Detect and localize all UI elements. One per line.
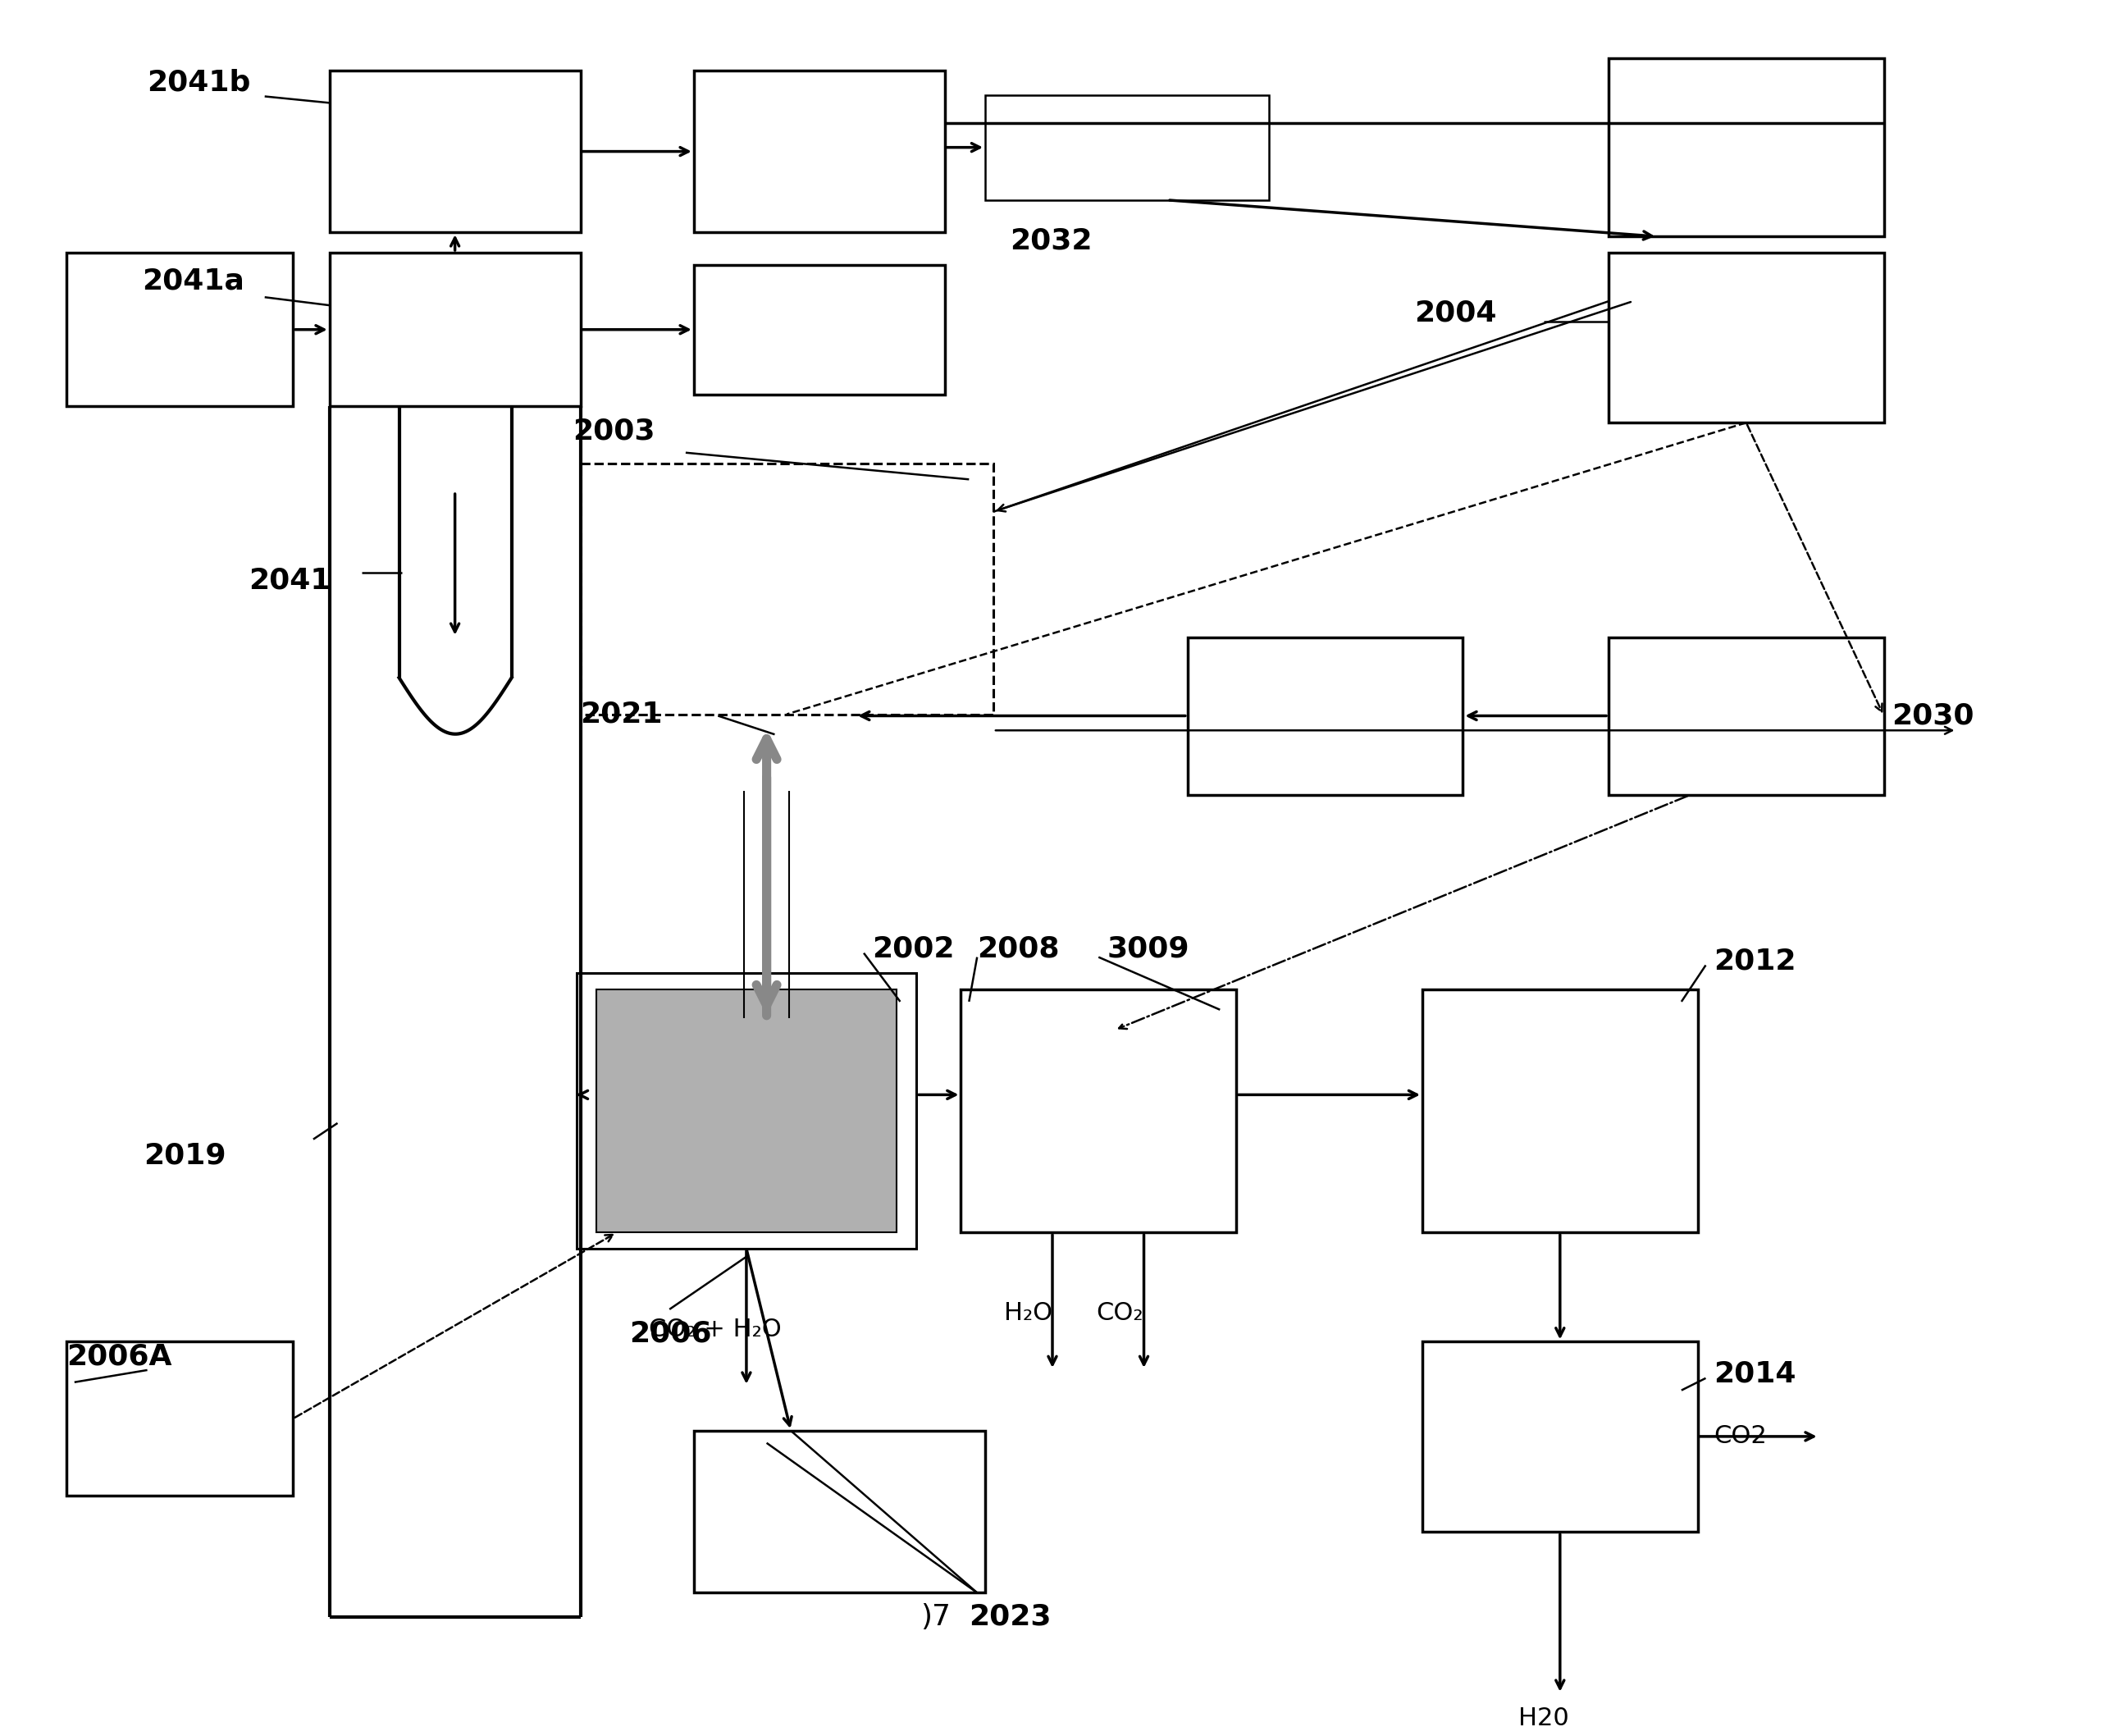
Bar	[1610, 253, 1883, 422]
Text: 2032: 2032	[1010, 227, 1092, 255]
Bar	[1422, 990, 1698, 1233]
Text: )7: )7	[919, 1602, 951, 1630]
Text: 2041: 2041	[248, 566, 330, 594]
Bar	[1187, 637, 1462, 795]
Bar	[1422, 1342, 1698, 1531]
Text: 2006: 2006	[629, 1319, 711, 1347]
Text: 2008: 2008	[976, 936, 1060, 963]
Bar	[330, 71, 581, 233]
Text: 2003: 2003	[572, 417, 654, 444]
Text: 2002: 2002	[871, 936, 955, 963]
Text: 2023: 2023	[970, 1602, 1052, 1630]
Text: 2006A: 2006A	[67, 1342, 173, 1370]
Bar	[1610, 637, 1883, 795]
Bar	[576, 974, 917, 1248]
Text: 2004: 2004	[1414, 299, 1496, 328]
Text: 2019: 2019	[143, 1142, 225, 1170]
Text: H₂O: H₂O	[1004, 1302, 1052, 1325]
Text: H20: H20	[1519, 1706, 1570, 1731]
Bar	[962, 990, 1237, 1233]
Text: 2021: 2021	[581, 700, 663, 727]
Bar	[1610, 59, 1883, 236]
Text: 2041b: 2041b	[147, 69, 250, 97]
Text: 2030: 2030	[1891, 701, 1974, 729]
Bar	[694, 1430, 985, 1592]
Bar	[598, 990, 896, 1233]
Text: CO₂ + H₂O: CO₂ + H₂O	[650, 1318, 783, 1342]
Text: CO₂: CO₂	[1096, 1302, 1142, 1325]
Text: CO2: CO2	[1715, 1425, 1767, 1448]
Bar	[985, 95, 1269, 200]
Text: 2014: 2014	[1715, 1359, 1797, 1389]
Bar	[330, 253, 581, 406]
Text: 3009: 3009	[1107, 936, 1189, 963]
Text: 2012: 2012	[1715, 948, 1797, 976]
Bar	[694, 71, 945, 233]
Bar	[694, 266, 945, 394]
Bar	[67, 253, 292, 406]
Text: 2041a: 2041a	[141, 267, 244, 295]
Bar	[67, 1342, 292, 1495]
Bar	[581, 464, 993, 713]
